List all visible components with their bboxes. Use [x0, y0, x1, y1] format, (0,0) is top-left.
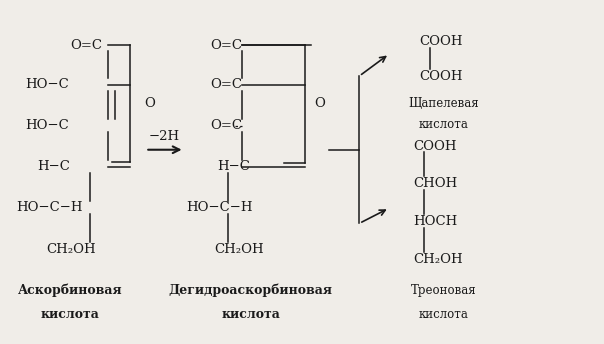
- Text: H−C: H−C: [217, 160, 251, 173]
- Text: Щапелевая: Щапелевая: [408, 97, 479, 110]
- Text: Дегидроаскорбиновая: Дегидроаскорбиновая: [169, 283, 333, 297]
- Text: Треоновая: Треоновая: [411, 284, 477, 297]
- Text: CHOH: CHOH: [414, 178, 458, 191]
- Text: O: O: [144, 97, 155, 110]
- Text: −2H: −2H: [149, 130, 180, 142]
- Text: O=C: O=C: [210, 39, 242, 52]
- Text: O=C: O=C: [210, 119, 242, 132]
- Text: HO−C−H: HO−C−H: [16, 202, 82, 214]
- Text: кислота: кислота: [40, 308, 100, 321]
- Text: O=C: O=C: [210, 78, 242, 91]
- Text: CH₂OH: CH₂OH: [46, 243, 95, 256]
- Text: COOH: COOH: [414, 140, 457, 153]
- Text: CH₂OH: CH₂OH: [214, 243, 264, 256]
- Text: Аскорбиновая: Аскорбиновая: [18, 283, 122, 297]
- Text: CH₂OH: CH₂OH: [414, 253, 463, 266]
- Text: HO−C: HO−C: [25, 78, 68, 91]
- Text: COOH: COOH: [420, 69, 463, 83]
- Text: HOCH: HOCH: [414, 215, 458, 228]
- Text: кислота: кислота: [419, 118, 469, 130]
- Text: O: O: [314, 97, 325, 110]
- Text: O=C: O=C: [70, 39, 102, 52]
- Text: HO−C−H: HO−C−H: [186, 202, 253, 214]
- Text: кислота: кислота: [419, 308, 469, 321]
- Text: H−C: H−C: [37, 160, 69, 173]
- Text: кислота: кислота: [221, 308, 280, 321]
- Text: HO−C: HO−C: [25, 119, 68, 132]
- Text: COOH: COOH: [420, 35, 463, 48]
